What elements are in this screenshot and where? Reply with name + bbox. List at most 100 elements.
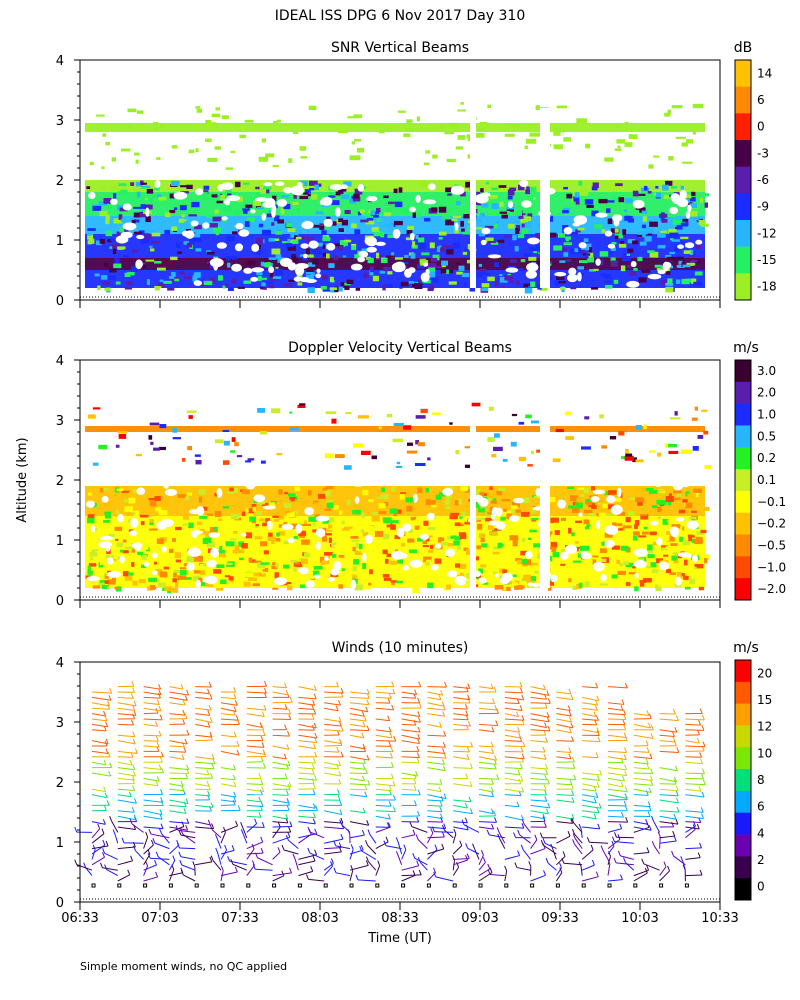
heat-cell xyxy=(607,200,615,203)
data-gap xyxy=(202,222,210,229)
wind-barb-flag xyxy=(519,705,523,711)
wind-barb-flag xyxy=(131,687,135,693)
wind-barb-flag xyxy=(310,866,314,872)
data-gap xyxy=(657,269,666,275)
wind-barb-flag xyxy=(521,822,525,829)
heat-cell xyxy=(432,277,439,283)
data-gap xyxy=(86,576,100,582)
heat-cell xyxy=(105,219,110,225)
heat-cell xyxy=(185,496,189,501)
wind-barb-flag xyxy=(159,814,163,820)
wind-barb xyxy=(607,777,625,782)
heat-cell xyxy=(492,498,497,502)
heat-cell xyxy=(440,542,448,546)
heat-cell xyxy=(671,105,683,109)
wind-barb xyxy=(357,879,376,882)
heat-cell xyxy=(310,237,315,240)
wind-barb xyxy=(401,691,417,696)
wind-barb-flag xyxy=(586,837,590,843)
heat-cell xyxy=(274,268,283,275)
heat-cell xyxy=(658,213,668,218)
wind-barb-flag xyxy=(131,807,135,813)
wind-barb-flag xyxy=(413,785,417,791)
wind-barb xyxy=(91,740,109,745)
data-gap xyxy=(366,195,378,202)
heat-cell xyxy=(214,511,222,518)
wind-barb xyxy=(467,847,480,855)
wind-barb-flag xyxy=(103,805,107,811)
heat-cell xyxy=(465,501,474,506)
heat-cell xyxy=(186,556,194,562)
colorbar-label: 10 xyxy=(757,746,772,760)
heat-cell xyxy=(487,104,491,109)
heat-cell xyxy=(286,222,293,228)
wind-barb xyxy=(427,734,446,737)
heat-cell xyxy=(476,191,481,197)
data-gap xyxy=(151,570,158,576)
heat-cell xyxy=(383,501,389,507)
wind-barb xyxy=(220,767,236,771)
heat-cell xyxy=(275,230,283,235)
colorbar-label: -6 xyxy=(757,173,769,187)
wind-barb xyxy=(607,856,612,865)
wind-barb-flag xyxy=(307,847,311,854)
wind-barb xyxy=(375,740,396,742)
heat-cell xyxy=(655,186,659,189)
heat-cell xyxy=(669,232,679,239)
wind-barb-flag xyxy=(624,770,628,776)
wind-barb-flag xyxy=(186,818,190,824)
wind-barb-flag xyxy=(540,839,544,846)
heat-cell xyxy=(520,511,530,517)
heat-cell xyxy=(304,489,311,495)
wind-barb-flag xyxy=(262,730,266,736)
heat-cell xyxy=(577,553,582,558)
data-gap xyxy=(687,204,692,212)
wind-barb xyxy=(478,767,497,770)
wind-barb xyxy=(607,879,623,882)
heat-cell xyxy=(397,110,406,113)
wind-barb xyxy=(180,834,196,839)
heat-cell xyxy=(575,546,582,552)
wind-barb xyxy=(211,829,222,839)
y-tick-label: 2 xyxy=(56,174,64,189)
heat-cell xyxy=(454,229,459,234)
data-gap xyxy=(415,194,421,203)
wind-barb-flag xyxy=(569,727,572,734)
heat-cell xyxy=(591,287,599,290)
wind-barb-flag xyxy=(418,702,422,709)
heat-cell xyxy=(386,553,392,558)
heat-cell xyxy=(122,550,129,554)
heat-cell xyxy=(179,205,187,211)
heat-cell xyxy=(406,505,413,512)
data-gap xyxy=(525,270,537,279)
wind-barb-flag xyxy=(340,833,344,840)
wind-barb xyxy=(298,696,317,700)
wind-barb xyxy=(556,835,571,844)
wind-barb xyxy=(169,788,184,792)
heat-cell xyxy=(133,212,142,218)
wind-barb-flag xyxy=(595,871,599,877)
data-gap xyxy=(193,280,203,286)
wind-barb-flag xyxy=(261,724,265,731)
wind-barb xyxy=(542,844,557,855)
wind-barb-flag xyxy=(572,839,576,845)
wind-barb xyxy=(143,844,154,855)
wind-barb xyxy=(582,783,600,788)
heat-cell xyxy=(227,287,234,291)
wind-barb xyxy=(117,756,133,758)
heat-cell xyxy=(325,529,333,532)
heat-cell xyxy=(358,543,363,550)
wind-barb xyxy=(324,723,342,727)
heat-cell xyxy=(122,539,127,543)
heat-cell xyxy=(284,492,289,495)
heat-cell xyxy=(460,220,464,227)
heat-cell xyxy=(629,497,636,500)
wind-barb-flag xyxy=(699,842,702,849)
heat-cell xyxy=(168,548,174,554)
heat-cell xyxy=(420,260,429,266)
wind-barb-flag xyxy=(467,694,471,700)
heat-cell xyxy=(153,447,160,451)
heat-cell xyxy=(615,533,621,537)
wind-barb-flag xyxy=(646,710,650,716)
heat-cell xyxy=(447,193,452,196)
